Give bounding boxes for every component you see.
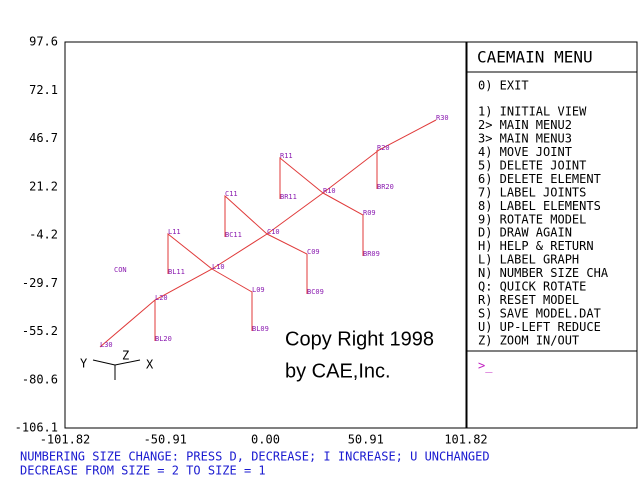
- joint-label: R10: [323, 187, 336, 195]
- menu-item[interactable]: S) SAVE MODEL.DAT: [478, 307, 601, 321]
- axis-label: X: [146, 358, 154, 372]
- menu-item[interactable]: 4) MOVE JOINT: [478, 145, 572, 159]
- y-tick-label: -106.1: [15, 421, 58, 435]
- x-tick-label: 50.91: [348, 433, 384, 447]
- y-tick-label: -80.6: [22, 372, 58, 386]
- y-tick-label: 46.7: [29, 131, 58, 145]
- menu-item[interactable]: 6) DELETE ELEMENT: [478, 172, 601, 186]
- member: [322, 192, 364, 256]
- joint-label: L09: [252, 286, 265, 294]
- x-tick-label: 101.82: [444, 433, 487, 447]
- copyright: Copy Right 1998: [285, 328, 434, 350]
- joint-label: CON: [114, 266, 127, 274]
- status-line: NUMBERING SIZE CHANGE: PRESS D, DECREASE…: [20, 450, 490, 464]
- menu-item[interactable]: 3> MAIN MENU3: [478, 131, 572, 145]
- model: [99, 119, 437, 348]
- menu-item[interactable]: 8) LABEL ELEMENTS: [478, 199, 601, 213]
- joint-label: C09: [307, 248, 320, 256]
- menu-item[interactable]: Z) ZOOM IN/OUT: [478, 333, 579, 347]
- prompt: >_: [478, 359, 493, 373]
- menu-item[interactable]: 1) INITIAL VIEW: [478, 105, 587, 119]
- member: [279, 156, 324, 199]
- menu-item[interactable]: H) HELP & RETURN: [478, 239, 594, 253]
- menu-item[interactable]: 0) EXIT: [478, 79, 529, 93]
- joint-label: L30: [100, 341, 113, 349]
- joint-label: BL20: [155, 335, 172, 343]
- y-tick-label: 97.6: [29, 35, 58, 49]
- menu-item[interactable]: L) LABEL GRAPH: [478, 253, 579, 267]
- joint-label: C11: [225, 190, 238, 198]
- joint-label: BC11: [225, 231, 242, 239]
- y-tick-label: 21.2: [29, 179, 58, 193]
- axis-label: Y: [80, 357, 88, 371]
- joint-label: BR11: [280, 193, 297, 201]
- x-tick-label: 0.00: [251, 433, 280, 447]
- joint-label: BC09: [307, 288, 324, 296]
- y-tick-label: -29.7: [22, 276, 58, 290]
- joint-label: R20: [377, 144, 390, 152]
- menu-item[interactable]: D) DRAW AGAIN: [478, 226, 572, 240]
- copyright: by CAE,Inc.: [285, 360, 391, 382]
- x-tick-label: -101.82: [40, 433, 91, 447]
- status-line: DECREASE FROM SIZE = 2 TO SIZE = 1: [20, 464, 266, 478]
- member: [224, 194, 268, 237]
- member: [266, 233, 308, 294]
- joint-label: L20: [155, 294, 168, 302]
- menu-item[interactable]: 2> MAIN MENU2: [478, 118, 572, 132]
- joint-label: L10: [212, 263, 225, 271]
- axis-triad: [92, 359, 141, 380]
- joint-label: BR20: [377, 183, 394, 191]
- menu-item[interactable]: U) UP-LEFT REDUCE: [478, 320, 601, 334]
- menu-item[interactable]: 5) DELETE JOINT: [478, 158, 586, 172]
- joint-label: R11: [280, 152, 293, 160]
- menu-item[interactable]: Q: QUICK ROTATE: [478, 280, 586, 294]
- plot-frame: [64, 41, 467, 429]
- joint-label: BL09: [252, 325, 269, 333]
- y-tick-label: -55.2: [22, 324, 58, 338]
- menu-item[interactable]: 7) LABEL JOINTS: [478, 185, 586, 199]
- member: [167, 232, 213, 274]
- menu-item[interactable]: R) RESET MODEL: [478, 293, 579, 307]
- joint-label: BL11: [168, 268, 185, 276]
- y-tick-label: 72.1: [29, 83, 58, 97]
- y-tick-label: -4.2: [29, 228, 58, 242]
- joint-label: R09: [363, 209, 376, 217]
- joint-label: L11: [168, 228, 181, 236]
- axis-label: Z: [122, 349, 129, 363]
- menu-title: CAEMAIN MENU: [477, 48, 593, 67]
- menu-frame: [466, 41, 638, 429]
- member: [211, 268, 253, 331]
- joint-label: BR09: [363, 250, 380, 258]
- joint-label: R30: [436, 114, 449, 122]
- joint-label: C10: [267, 228, 280, 236]
- menu-item[interactable]: 9) ROTATE MODEL: [478, 212, 586, 226]
- x-tick-label: -50.91: [144, 433, 187, 447]
- menu-item[interactable]: N) NUMBER SIZE CHA: [478, 266, 609, 280]
